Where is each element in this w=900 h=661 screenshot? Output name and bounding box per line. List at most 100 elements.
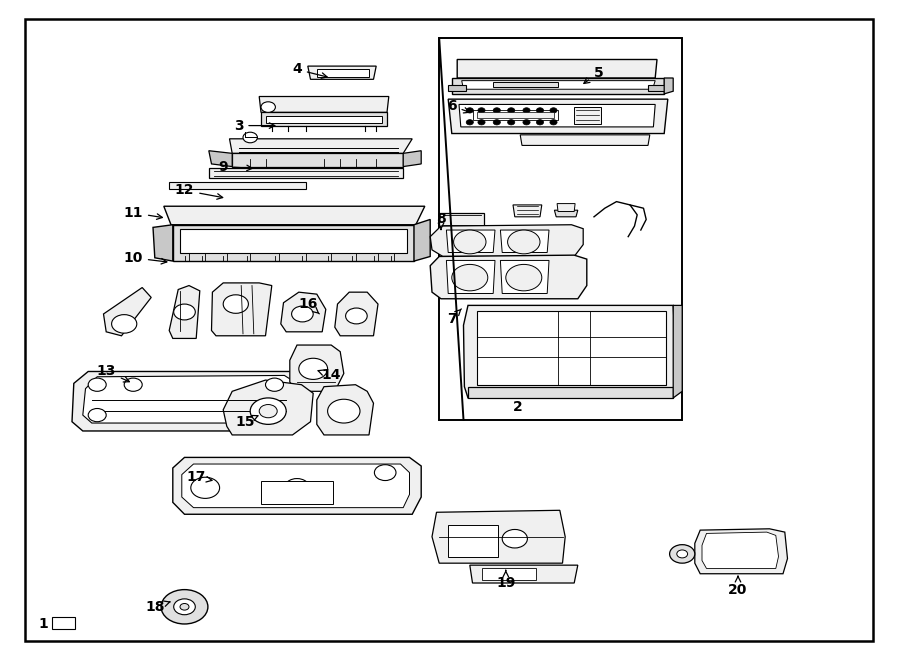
Polygon shape xyxy=(259,97,389,112)
Text: 14: 14 xyxy=(318,368,341,383)
Polygon shape xyxy=(230,139,412,153)
Text: 19: 19 xyxy=(496,570,516,590)
Polygon shape xyxy=(554,210,578,217)
Polygon shape xyxy=(468,387,673,398)
Circle shape xyxy=(502,529,527,548)
Polygon shape xyxy=(448,85,466,91)
Polygon shape xyxy=(462,81,655,89)
Polygon shape xyxy=(702,532,778,568)
Polygon shape xyxy=(290,345,344,391)
Bar xyxy=(477,112,554,118)
Circle shape xyxy=(124,378,142,391)
Circle shape xyxy=(478,108,485,113)
Text: 15: 15 xyxy=(235,414,258,429)
Polygon shape xyxy=(182,464,410,508)
Bar xyxy=(52,617,75,629)
Circle shape xyxy=(523,120,530,125)
Polygon shape xyxy=(173,225,414,261)
Circle shape xyxy=(191,477,220,498)
Circle shape xyxy=(112,315,137,333)
Text: 10: 10 xyxy=(123,251,166,265)
Circle shape xyxy=(346,308,367,324)
Polygon shape xyxy=(223,380,313,435)
Text: 2: 2 xyxy=(513,399,522,414)
Circle shape xyxy=(452,264,488,291)
Text: 7: 7 xyxy=(447,309,462,326)
Circle shape xyxy=(506,264,542,291)
Polygon shape xyxy=(209,151,232,167)
Circle shape xyxy=(88,408,106,422)
Circle shape xyxy=(466,108,473,113)
Polygon shape xyxy=(281,292,326,332)
Polygon shape xyxy=(169,182,306,189)
Text: 1: 1 xyxy=(39,617,48,631)
Polygon shape xyxy=(430,255,587,299)
Text: 13: 13 xyxy=(96,364,130,382)
Text: 12: 12 xyxy=(175,183,222,199)
Circle shape xyxy=(174,599,195,615)
Circle shape xyxy=(550,120,557,125)
Circle shape xyxy=(523,108,530,113)
Circle shape xyxy=(174,304,195,320)
Polygon shape xyxy=(308,66,376,79)
Circle shape xyxy=(536,108,544,113)
Text: 8: 8 xyxy=(436,212,446,229)
Circle shape xyxy=(266,378,284,391)
Polygon shape xyxy=(500,230,549,253)
Polygon shape xyxy=(648,85,668,91)
Circle shape xyxy=(454,230,486,254)
Polygon shape xyxy=(430,225,583,256)
Circle shape xyxy=(670,545,695,563)
Polygon shape xyxy=(513,205,542,217)
Circle shape xyxy=(536,120,544,125)
Polygon shape xyxy=(695,529,788,574)
Text: 11: 11 xyxy=(123,206,162,220)
Polygon shape xyxy=(446,260,495,293)
Bar xyxy=(448,525,498,557)
Circle shape xyxy=(478,120,485,125)
Text: 9: 9 xyxy=(219,159,252,174)
Circle shape xyxy=(508,230,540,254)
Circle shape xyxy=(284,479,310,497)
Polygon shape xyxy=(464,305,677,398)
Polygon shape xyxy=(459,104,655,127)
Text: 5: 5 xyxy=(584,65,603,83)
Polygon shape xyxy=(574,107,601,124)
Circle shape xyxy=(88,378,106,391)
Polygon shape xyxy=(439,213,484,227)
Circle shape xyxy=(677,550,688,558)
Polygon shape xyxy=(403,151,421,167)
Polygon shape xyxy=(212,283,272,336)
Bar xyxy=(317,69,369,77)
Polygon shape xyxy=(414,219,430,261)
Circle shape xyxy=(266,408,284,422)
Circle shape xyxy=(250,398,286,424)
Polygon shape xyxy=(500,260,549,293)
Circle shape xyxy=(508,120,515,125)
Circle shape xyxy=(243,132,257,143)
Text: 6: 6 xyxy=(447,98,470,113)
Polygon shape xyxy=(169,286,200,338)
Circle shape xyxy=(508,108,515,113)
Polygon shape xyxy=(457,59,657,78)
Polygon shape xyxy=(520,135,650,145)
Polygon shape xyxy=(335,292,378,336)
Polygon shape xyxy=(180,229,407,253)
Text: 20: 20 xyxy=(728,576,748,597)
Bar xyxy=(439,38,682,420)
Polygon shape xyxy=(164,206,425,225)
Text: 3: 3 xyxy=(234,118,274,133)
Polygon shape xyxy=(664,78,673,94)
Circle shape xyxy=(261,102,275,112)
Polygon shape xyxy=(477,311,666,385)
Text: 4: 4 xyxy=(292,62,328,78)
Polygon shape xyxy=(209,168,403,178)
Polygon shape xyxy=(232,153,403,167)
Text: 16: 16 xyxy=(298,297,320,314)
Polygon shape xyxy=(72,371,308,431)
Polygon shape xyxy=(493,82,558,87)
Polygon shape xyxy=(673,305,682,398)
Polygon shape xyxy=(317,385,373,435)
Bar xyxy=(472,110,558,120)
Circle shape xyxy=(299,358,328,379)
